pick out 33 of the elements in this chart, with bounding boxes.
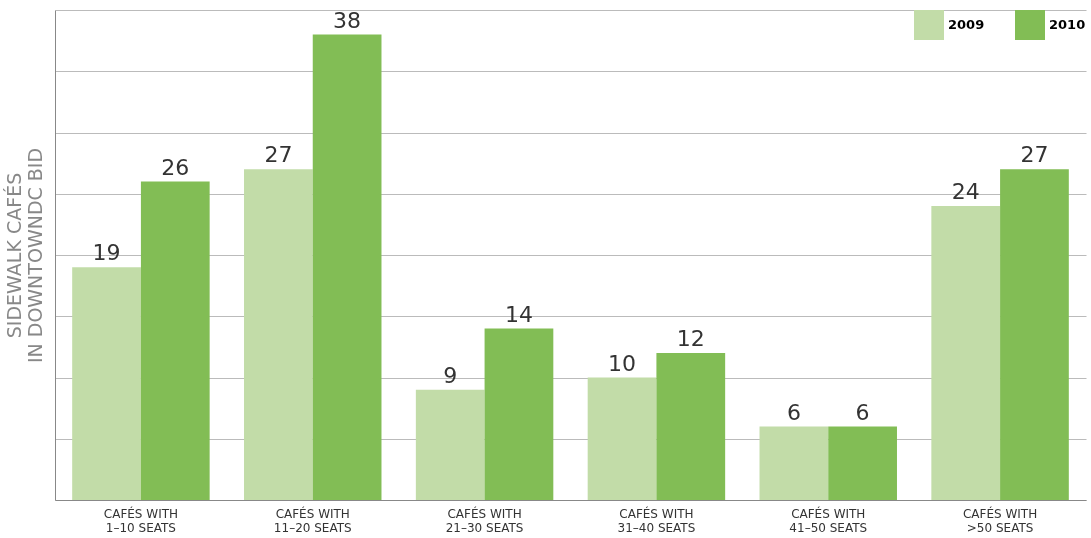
data-label: 27 <box>1020 142 1049 168</box>
bar <box>587 377 657 500</box>
bar <box>1000 169 1069 500</box>
bar <box>72 267 141 500</box>
data-label: 38 <box>333 7 362 33</box>
data-label: 9 <box>443 362 458 388</box>
bar <box>828 426 897 500</box>
x-tick-label: CAFÉS WITH 21–30 SEATS <box>445 505 524 535</box>
bar <box>931 206 1001 500</box>
bar <box>656 353 726 500</box>
data-label: 24 <box>951 179 980 204</box>
bar <box>759 426 829 500</box>
data-label: 19 <box>92 240 121 266</box>
bar <box>484 328 554 500</box>
data-label: 6 <box>786 399 801 425</box>
data-label: 10 <box>608 350 637 376</box>
legend-label: 2009 <box>948 17 985 32</box>
x-tick-label: CAFÉS WITH 1–10 SEATS <box>103 505 179 535</box>
bar <box>140 181 210 500</box>
data-label: 27 <box>264 142 293 168</box>
x-tick-label: CAFÉS WITH 31–40 SEATS <box>617 505 696 535</box>
y-axis-title: SIDEWALK CAFÉS IN DOWNTOWNDC BID <box>2 147 46 364</box>
bar <box>415 389 485 500</box>
x-tick-label: CAFÉS WITH >50 SEATS <box>962 505 1038 535</box>
x-tick-label: CAFÉS WITH 41–50 SEATS <box>789 505 868 535</box>
bar <box>244 169 313 500</box>
x-tick-label: CAFÉS WITH 11–20 SEATS <box>273 505 352 535</box>
data-label: 6 <box>855 399 870 425</box>
bar <box>312 34 382 500</box>
legend-label: 2010 <box>1049 17 1086 32</box>
data-label: 26 <box>161 154 190 180</box>
data-label: 12 <box>676 326 705 351</box>
data-label: 14 <box>504 301 533 327</box>
